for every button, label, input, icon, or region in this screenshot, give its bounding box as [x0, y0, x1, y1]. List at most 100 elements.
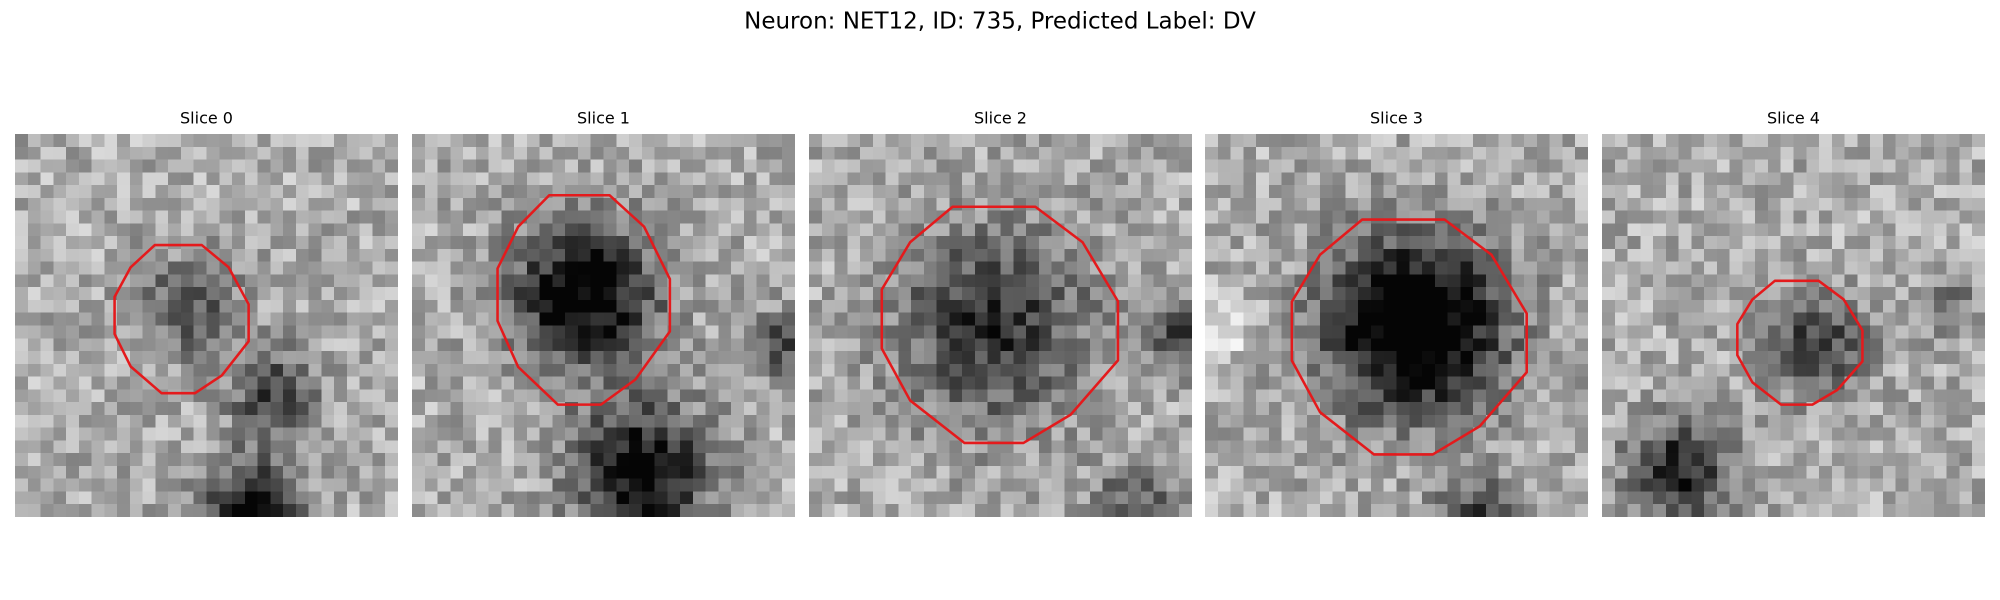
pixel: [1921, 185, 1935, 199]
pixel: [692, 389, 706, 403]
pixel: [295, 351, 309, 365]
pixel: [1614, 134, 1628, 148]
pixel: [1179, 172, 1192, 186]
pixel: [53, 427, 67, 441]
pixel: [463, 491, 477, 505]
pixel: [1128, 351, 1142, 365]
pixel: [1755, 389, 1769, 403]
pixel: [1064, 338, 1078, 352]
pixel: [1819, 287, 1833, 301]
pixel: [539, 376, 553, 390]
pixel: [1485, 185, 1499, 199]
pixel: [27, 414, 41, 428]
pixel: [1678, 427, 1692, 441]
pixel: [219, 274, 233, 288]
pixel: [1665, 414, 1679, 428]
pixel: [885, 427, 899, 441]
pixel: [450, 274, 464, 288]
pixel: [629, 440, 643, 454]
pixel: [514, 274, 528, 288]
pixel: [372, 414, 386, 428]
pixel: [1704, 223, 1718, 237]
pixel: [1524, 299, 1538, 313]
pixel: [847, 414, 861, 428]
pixel: [270, 146, 284, 160]
pixel: [437, 159, 451, 173]
pixel: [949, 287, 963, 301]
pixel: [283, 185, 297, 199]
pixel: [1831, 299, 1845, 313]
pixel: [743, 504, 757, 517]
pixel: [616, 414, 630, 428]
pixel: [667, 146, 681, 160]
pixel: [1434, 261, 1448, 275]
pixel: [1370, 223, 1384, 237]
pixel: [1602, 376, 1616, 390]
pixel: [1051, 134, 1065, 148]
pixel: [346, 504, 360, 517]
pixel: [1358, 453, 1372, 467]
pixel: [1653, 236, 1667, 250]
pixel: [1217, 376, 1231, 390]
pixel: [1460, 134, 1474, 148]
pixel: [27, 197, 41, 211]
pixel: [155, 312, 169, 326]
pixel: [847, 261, 861, 275]
pixel: [346, 223, 360, 237]
pixel: [206, 134, 220, 148]
pixel: [412, 465, 426, 479]
pixel: [334, 299, 348, 313]
pixel: [1780, 248, 1794, 262]
pixel: [270, 338, 284, 352]
pixel: [1755, 159, 1769, 173]
pixel: [66, 414, 80, 428]
pixel: [1857, 427, 1871, 441]
pixel: [283, 402, 297, 416]
pixel: [295, 159, 309, 173]
pixel: [1627, 299, 1641, 313]
pixel: [1205, 146, 1219, 160]
pixel: [1307, 363, 1321, 377]
pixel: [91, 504, 105, 517]
pixel: [885, 159, 899, 173]
pixel: [641, 414, 655, 428]
pixel: [962, 287, 976, 301]
pixel: [1473, 465, 1487, 479]
pixel: [1895, 261, 1909, 275]
pixel: [66, 274, 80, 288]
pixel: [1166, 453, 1180, 467]
pixel: [1307, 223, 1321, 237]
pixel: [1704, 504, 1718, 517]
pixel: [1485, 427, 1499, 441]
pixel: [1473, 376, 1487, 390]
pixel: [385, 427, 398, 441]
pixel: [1230, 363, 1244, 377]
pixel: [1179, 338, 1192, 352]
pixel: [1946, 146, 1960, 160]
pixel: [731, 312, 745, 326]
pixel: [1422, 389, 1436, 403]
pixel: [1549, 427, 1563, 441]
pixel: [1217, 287, 1231, 301]
pixel: [974, 363, 988, 377]
pixel: [1077, 440, 1091, 454]
pixel: [974, 312, 988, 326]
pixel: [821, 414, 835, 428]
pixel: [1844, 287, 1858, 301]
pixel: [129, 236, 143, 250]
pixel: [501, 287, 515, 301]
pixel: [15, 325, 29, 339]
pixel: [463, 210, 477, 224]
pixel: [743, 274, 757, 288]
pixel: [180, 185, 194, 199]
pixel: [654, 389, 668, 403]
pixel: [270, 325, 284, 339]
pixel: [1153, 197, 1167, 211]
pixel: [718, 427, 732, 441]
pixel: [1755, 325, 1769, 339]
pixel: [782, 325, 795, 339]
pixel: [334, 172, 348, 186]
pixel: [872, 299, 886, 313]
pixel: [1742, 402, 1756, 416]
pixel: [1319, 134, 1333, 148]
